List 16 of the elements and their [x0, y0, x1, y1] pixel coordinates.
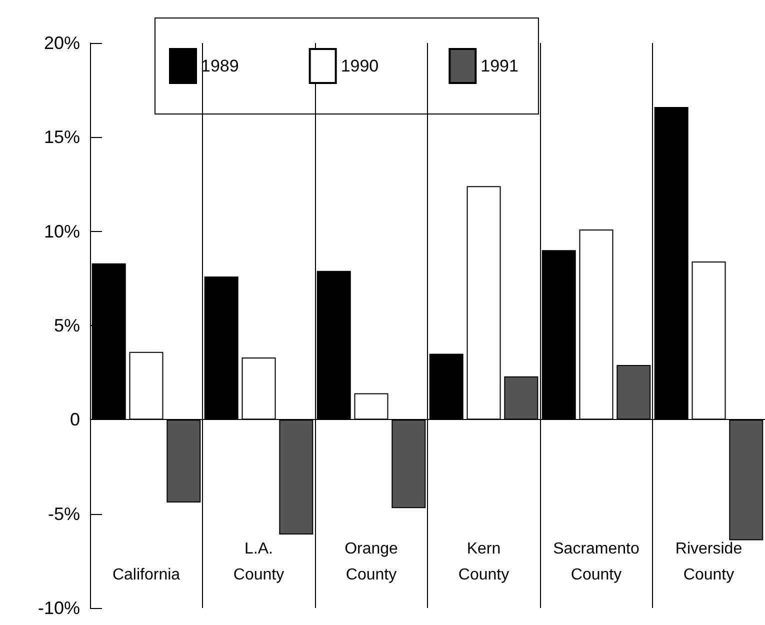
legend-label: 1991: [480, 56, 518, 76]
legend-label: 1989: [201, 56, 239, 76]
x-tick-label: Orange County: [344, 540, 398, 584]
y-tick-label: -5%: [48, 504, 80, 524]
x-tick-label: Kern County: [458, 540, 510, 584]
y-tick-label: -10%: [38, 598, 80, 618]
x-tick-label: L.A. County: [233, 540, 284, 584]
y-tick-label: 5%: [54, 316, 80, 336]
x-tick-label: California: [112, 566, 180, 584]
y-tick-label: 20%: [44, 33, 80, 53]
y-tick-label: 0: [70, 410, 80, 430]
legend-label: 1990: [340, 56, 379, 76]
y-tick-label: 10%: [44, 221, 80, 242]
y-tick-label: 15%: [44, 127, 80, 148]
x-tick-label: Riverside County: [675, 540, 742, 584]
x-tick-label: Sacramento County: [553, 540, 640, 584]
